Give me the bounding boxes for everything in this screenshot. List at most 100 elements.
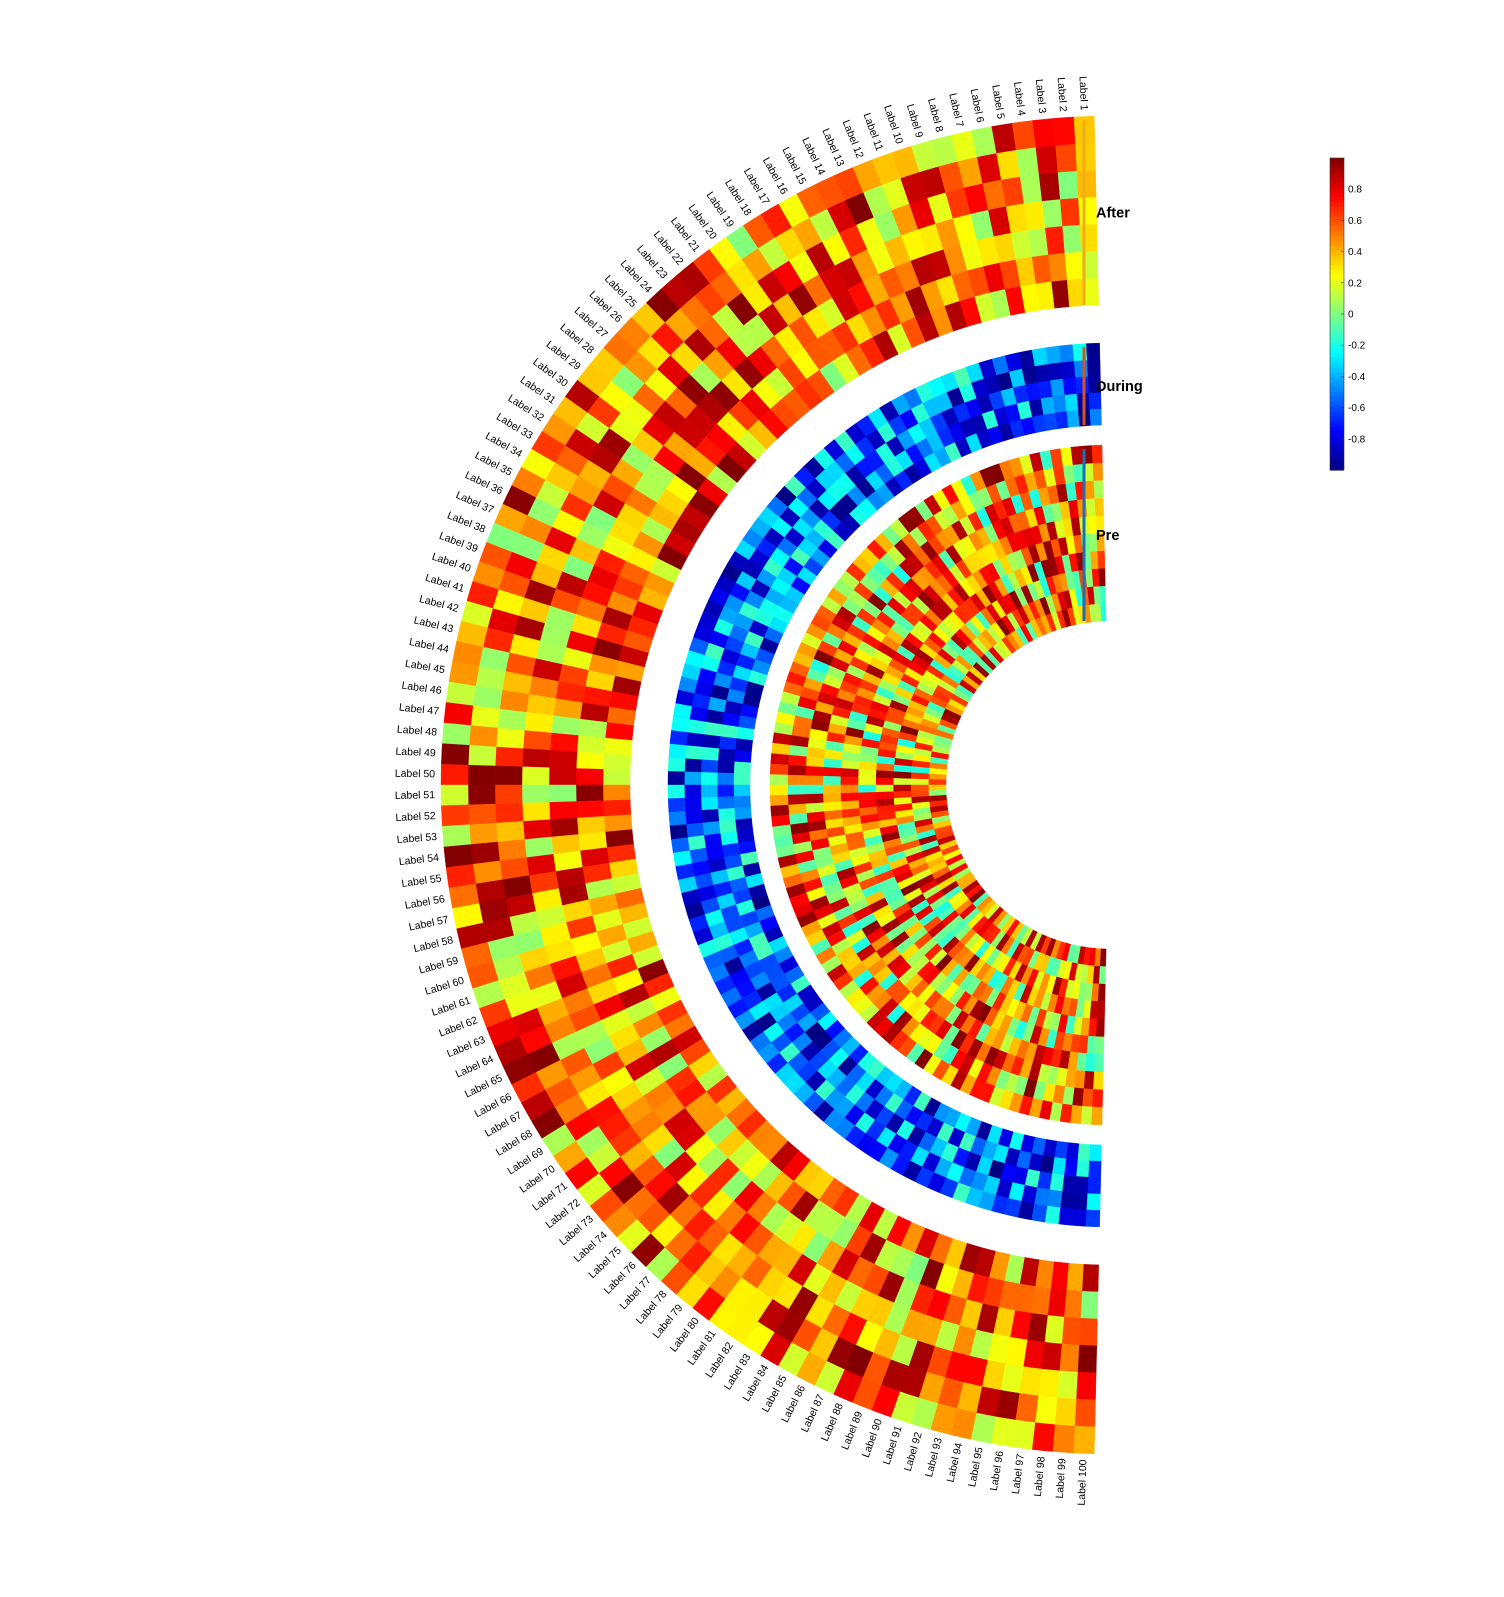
heatmap-cell <box>733 773 751 786</box>
heatmap-cell <box>1052 1157 1067 1176</box>
heatmap-cell <box>875 763 895 772</box>
heatmap-cell <box>671 716 690 733</box>
colorbar-swatch <box>1330 206 1344 213</box>
heatmap-cell <box>1015 1393 1039 1423</box>
heatmap-cell <box>804 775 824 786</box>
heatmap-cell <box>1088 1018 1098 1037</box>
colorbar-swatch <box>1330 216 1344 222</box>
colorbar-swatch <box>1330 357 1344 364</box>
heatmap-cell <box>1088 1160 1102 1178</box>
heatmap-cell <box>1049 1173 1065 1192</box>
heatmap-cell <box>1079 223 1098 253</box>
heatmap-cell <box>875 770 894 779</box>
heatmap-cell <box>494 765 523 786</box>
heatmap-cell <box>1098 966 1106 985</box>
colorbar-swatch <box>1330 416 1344 422</box>
colorbar-swatch <box>1330 245 1344 252</box>
colorbar-swatch <box>1330 460 1344 466</box>
heatmap-cell <box>806 747 826 759</box>
heatmap-cell <box>1057 1370 1079 1400</box>
colorbar-swatch <box>1330 192 1344 198</box>
heatmap-cell <box>1057 170 1079 200</box>
heatmap-cell <box>1077 196 1097 226</box>
heatmap-cell <box>684 784 702 799</box>
colorbar-swatch <box>1330 279 1344 286</box>
heatmap-cell <box>1041 198 1063 229</box>
colorbar-swatch <box>1330 284 1344 291</box>
category-label: Label 61 <box>430 995 472 1019</box>
colorbar-swatch <box>1330 372 1344 378</box>
heatmap-cell <box>1080 1106 1093 1125</box>
heatmap-cell <box>468 745 497 767</box>
colorbar-swatch <box>1330 167 1344 174</box>
heatmap-cell <box>603 799 632 817</box>
category-label: Label 59 <box>418 954 460 976</box>
heatmap-cell <box>1082 1264 1099 1293</box>
heatmap-cell <box>787 774 806 786</box>
ring-during <box>667 342 1102 1228</box>
heatmap-cell <box>1044 225 1065 255</box>
heatmap-cell <box>673 703 692 720</box>
colorbar-tick-label: -0.4 <box>1348 372 1366 383</box>
group-title-after: After <box>1096 206 1130 222</box>
category-label: Label 4 <box>1011 81 1027 117</box>
heatmap-cell <box>840 792 859 802</box>
category-label: Label 50 <box>395 768 436 781</box>
heatmap-cell <box>578 718 608 739</box>
heatmap-cell <box>1054 1397 1077 1427</box>
colorbar-swatch <box>1330 387 1344 393</box>
heatmap-cell <box>717 760 735 774</box>
heatmap-cell <box>668 811 687 827</box>
heatmap-cell <box>1019 1366 1042 1397</box>
category-label: Label 88 <box>819 1401 846 1443</box>
heatmap-cell <box>1091 983 1100 1002</box>
heatmap-cell <box>1072 1208 1088 1227</box>
heatmap-cell <box>875 784 894 793</box>
category-label: Label 2 <box>1055 77 1069 112</box>
heatmap-cell <box>769 794 789 807</box>
heatmap-cell <box>1066 1263 1085 1292</box>
group-title-pre: Pre <box>1096 528 1119 544</box>
heatmap-cell <box>1038 172 1061 202</box>
category-label: Label 63 <box>445 1034 487 1060</box>
colorbar-swatch <box>1330 275 1344 281</box>
colorbar-swatch <box>1330 440 1344 447</box>
heatmap-cell <box>441 804 470 827</box>
heatmap-cell <box>702 821 721 836</box>
heatmap-cell <box>669 824 688 840</box>
heatmap-cell <box>1092 1089 1104 1108</box>
heatmap-cell <box>442 824 471 848</box>
heatmap-cell <box>910 784 929 792</box>
heatmap-cell <box>521 784 550 804</box>
heatmap-cell <box>689 706 709 723</box>
heatmap-cell <box>822 793 842 803</box>
category-label: Label 1 <box>1077 76 1090 111</box>
colorbar-swatch <box>1330 396 1344 403</box>
heatmap-cell <box>805 793 824 805</box>
heatmap-cell <box>910 778 929 786</box>
heatmap-cell <box>602 769 631 786</box>
category-label: Label 91 <box>881 1424 905 1466</box>
heatmap-cell <box>495 821 525 843</box>
colorbar-swatch <box>1330 255 1344 261</box>
heatmap-cell <box>718 819 737 834</box>
heatmap-cell <box>1064 393 1079 412</box>
heatmap-cell <box>840 759 860 770</box>
heatmap-cell <box>840 776 859 786</box>
heatmap-cell <box>1097 983 1106 1002</box>
heatmap-cell <box>684 745 703 760</box>
category-label: Label 95 <box>966 1446 986 1488</box>
heatmap-cell <box>892 784 912 792</box>
heatmap-cell <box>1099 948 1107 967</box>
colorbar-swatch <box>1330 382 1344 388</box>
heatmap-cell <box>1091 1106 1103 1126</box>
heatmap-cell <box>1066 1142 1080 1161</box>
heatmap-cell <box>549 801 578 820</box>
heatmap-cell <box>668 743 687 759</box>
heatmap-cell <box>1047 1189 1063 1208</box>
category-label: Label 97 <box>1010 1453 1027 1495</box>
category-label: Label 56 <box>404 893 446 912</box>
heatmap-cell <box>1044 1205 1061 1225</box>
colorbar-tick-label: -0.2 <box>1348 341 1366 352</box>
heatmap-cell <box>769 763 789 776</box>
